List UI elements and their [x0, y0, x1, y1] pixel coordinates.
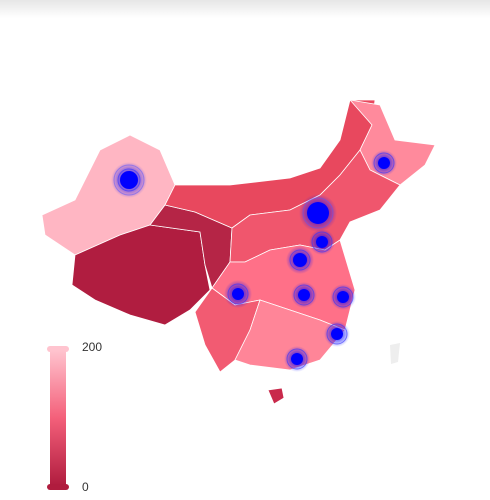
visual-map: 200 0: [47, 340, 102, 494]
point: [291, 282, 317, 308]
handle[interactable]: [47, 484, 69, 490]
point: [330, 284, 356, 310]
region: [267, 387, 285, 405]
point: [224, 280, 252, 308]
point: [299, 194, 337, 232]
point: [324, 321, 350, 347]
visual-map-min: 0: [82, 480, 89, 494]
point: [111, 162, 147, 198]
region: [390, 343, 400, 364]
region: [71, 224, 211, 326]
visual-map-max: 200: [82, 340, 102, 354]
scatter-points: [111, 150, 397, 372]
china-map: [41, 99, 436, 405]
point: [309, 229, 335, 255]
point: [284, 346, 310, 372]
color-bar: [50, 350, 66, 486]
top-bar: [0, 0, 490, 18]
point: [286, 246, 314, 274]
point: [371, 150, 397, 176]
